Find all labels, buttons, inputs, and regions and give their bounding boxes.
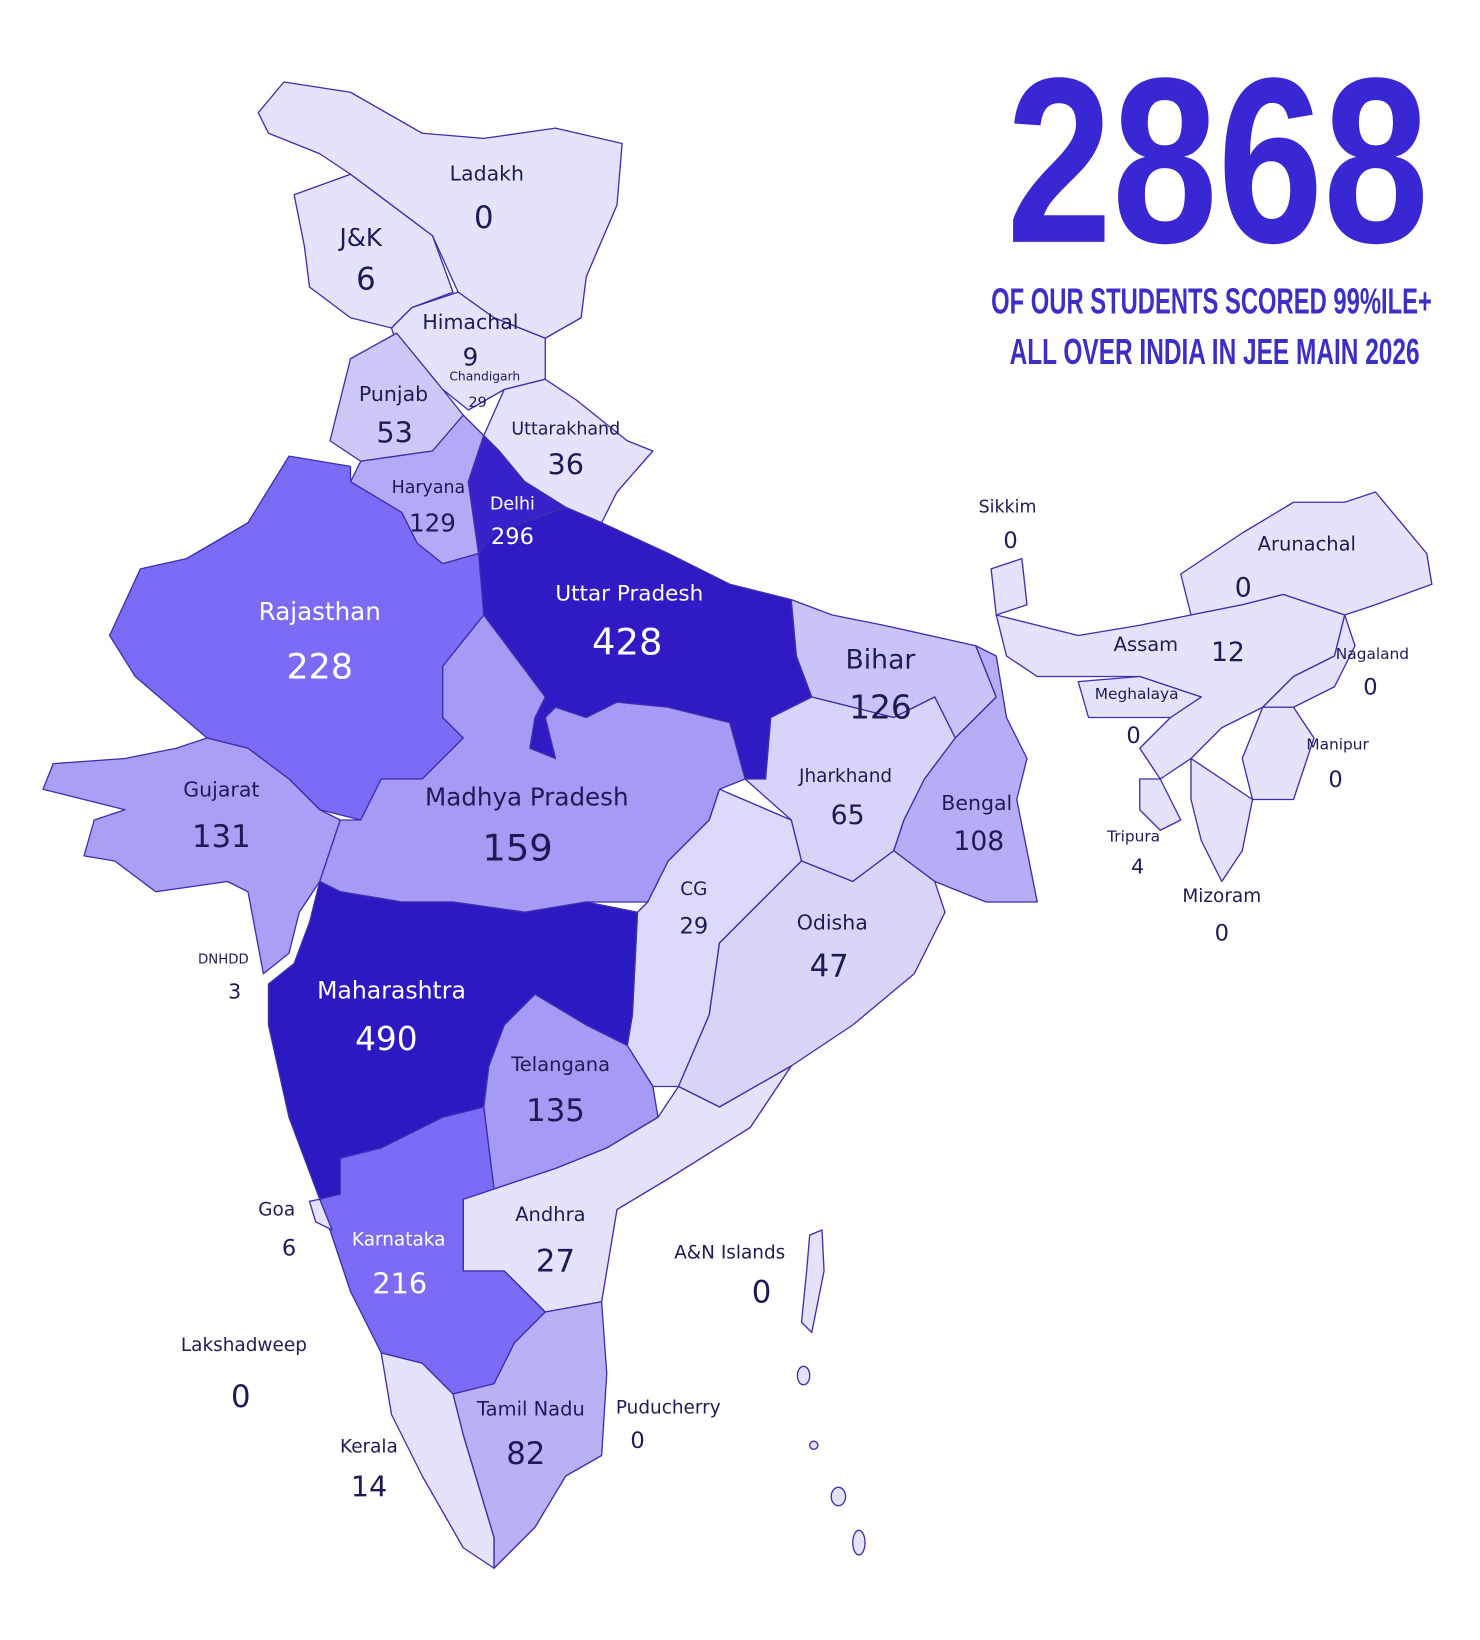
state-shape [1241,706,1315,801]
state-name: Punjab [359,382,428,406]
state-count: 6 [356,262,376,298]
state-shape [800,1229,825,1334]
state-count: 0 [1328,767,1342,793]
state-count: 0 [1363,675,1377,701]
state-count: 0 [752,1274,772,1310]
state-name: Assam [1114,633,1179,656]
state-count: 9 [463,342,479,371]
state-name: Telangana [510,1053,610,1076]
state-shape [257,81,623,339]
state-name: Karnataka [352,1229,445,1250]
state-count: 216 [372,1266,427,1300]
state-name: Himachal [422,310,518,334]
state-count: 0 [1126,723,1140,749]
state-count: 27 [536,1244,575,1280]
state-name: Lakshadweep [181,1335,307,1356]
island-shape [852,1529,866,1556]
state-name: Uttarakhand [511,420,620,440]
state-name: A&N Islands [674,1243,785,1264]
state-count: 14 [351,1469,388,1503]
state-name: Tamil Nadu [476,1398,585,1421]
subtitle-line: OF OUR STUDENTS SCORED 99%ILE+ [991,282,1432,322]
state-name: Nagaland [1336,645,1409,663]
state-count: 29 [468,395,486,411]
state-name: Maharashtra [317,976,466,1004]
island-shape [830,1486,847,1507]
state-name: Arunachal [1258,532,1356,555]
state-name: Tripura [1106,828,1160,846]
subtitle-line: ALL OVER INDIA IN JEE MAIN 2026 [1010,332,1420,372]
state-name: Goa [258,1200,295,1221]
state-count: 47 [810,948,849,984]
state-name: Madhya Pradesh [425,783,629,812]
state-shape [1077,675,1202,719]
headline-total: 2868 [1007,29,1429,292]
state-count: 4 [1131,854,1144,878]
state-count: 36 [547,447,584,481]
state-name: Delhi [490,494,535,514]
state-name: Manipur [1306,735,1369,753]
state-count: 0 [231,1379,251,1415]
state-count: 12 [1211,637,1245,668]
state-shape [677,850,946,1108]
state-shape [308,1198,333,1231]
state-count: 131 [192,819,251,855]
state-name: DNHDD [198,953,249,968]
state-count: 0 [1003,528,1017,554]
state-count: 3 [228,979,241,1003]
state-name: Rajasthan [259,597,381,626]
island-shape [809,1440,819,1451]
state-shape [893,645,1038,903]
state-count: 296 [491,524,534,550]
state-count: 82 [506,1436,545,1472]
state-name: Puducherry [616,1397,721,1418]
state-count: 0 [1235,573,1252,604]
state-shape [1139,778,1182,831]
state-count: 29 [680,913,709,939]
state-shapes [42,81,1433,1569]
state-name: Odisha [797,911,868,935]
state-name: J&K [337,223,382,252]
state-count: 126 [849,689,912,727]
state-name: Bihar [846,644,916,675]
state-count: 159 [482,827,552,870]
state-count: 0 [1215,921,1229,947]
state-count: 0 [474,200,494,236]
state-name: Ladakh [450,161,524,185]
state-shape [990,557,1028,616]
state-name: Meghalaya [1095,685,1179,703]
state-count: 428 [592,621,662,664]
state-name: Gujarat [183,777,259,801]
state-name: Sikkim [979,498,1037,518]
state-count: 490 [355,1020,418,1058]
state-shape [108,455,485,821]
state-count: 135 [526,1093,585,1129]
state-count: 228 [287,647,353,687]
state-shape [1190,757,1254,883]
state-name: Uttar Pradesh [555,582,703,607]
state-name: Bengal [941,791,1012,815]
state-count: 6 [282,1235,296,1261]
state-count: 0 [630,1428,644,1454]
state-shape [42,737,341,975]
state-name: Haryana [392,478,466,498]
state-name: Jharkhand [798,766,892,787]
state-shape [380,1352,495,1569]
state-name: Chandigarh [449,369,520,383]
state-name: Mizoram [1182,886,1261,907]
state-count: 129 [409,508,456,537]
island-shape [796,1365,811,1386]
state-name: Andhra [515,1203,585,1226]
state-count: 53 [376,416,413,450]
state-name: Kerala [340,1436,398,1457]
state-count: 108 [953,826,1004,857]
state-count: 65 [831,800,865,831]
state-name: CG [680,879,707,900]
